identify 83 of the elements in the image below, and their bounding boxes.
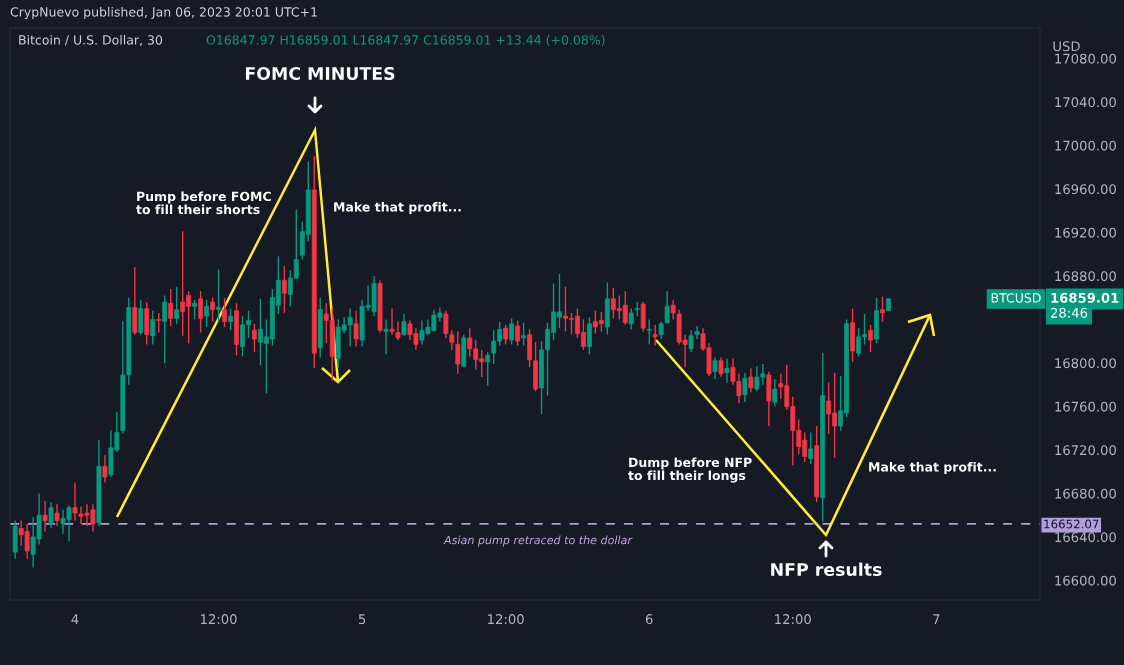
candlestick — [48, 501, 54, 529]
candlestick — [228, 307, 233, 332]
candlestick — [162, 294, 168, 364]
text: 16859.01 — [1051, 292, 1119, 303]
candlestick — [640, 301, 646, 333]
annotation: Asian pump retraced to the dollar — [443, 535, 633, 547]
candlestick — [102, 454, 108, 484]
candlestick — [401, 313, 407, 337]
y-tick-label: 16800.00 — [1055, 358, 1116, 369]
candlestick — [389, 307, 395, 336]
annotation: FOMC MINUTES — [245, 66, 395, 81]
y-tick-label: 16960.00 — [1055, 184, 1116, 195]
chart-subtitle: Bitcoin / U.S. Dollar, 30 — [19, 34, 163, 46]
candlestick — [694, 325, 700, 340]
y-tick-label: 16640.00 — [1055, 532, 1116, 543]
x-tick-label: 12:00 — [488, 614, 524, 625]
y-axis-title: USD — [1053, 41, 1080, 52]
candlestick — [521, 322, 527, 347]
text: 28:46 — [1050, 307, 1088, 318]
y-tick-label: 16880.00 — [1055, 271, 1116, 282]
candlestick — [646, 318, 652, 346]
ref-line-label: 16652.07 — [1044, 519, 1099, 529]
candlestick — [281, 265, 287, 314]
candlestick — [42, 500, 48, 533]
candlestick — [168, 288, 174, 327]
candlestick — [138, 299, 144, 336]
y-tick-label: 17080.00 — [1055, 53, 1116, 64]
candlestick — [748, 367, 754, 393]
x-tick-label: 5 — [358, 614, 366, 625]
candlestick — [652, 324, 658, 347]
y-tick-label: 16760.00 — [1055, 401, 1116, 412]
candlestick — [198, 290, 204, 334]
x-tick-label: 12:00 — [200, 614, 237, 625]
annotation: Make that profit... — [869, 461, 996, 475]
annotation: BTCUSD — [991, 293, 1041, 303]
candlestick — [455, 330, 461, 375]
candlestick — [174, 286, 180, 325]
candlestick — [808, 431, 814, 465]
candlestick — [449, 329, 455, 351]
x-tick-label: 4 — [71, 614, 79, 624]
candlestick — [210, 296, 216, 323]
candlestick — [509, 317, 515, 346]
candlestick — [718, 356, 724, 378]
candlestick — [216, 268, 221, 323]
candlestick — [712, 356, 718, 380]
y-tick-label: 16720.00 — [1055, 445, 1116, 456]
x-tick-label: 6 — [645, 614, 653, 625]
annotation: Make that profit... — [334, 201, 461, 215]
annotation: NFP results — [771, 562, 882, 577]
y-tick-label: 16680.00 — [1055, 488, 1116, 499]
candlestick — [395, 320, 401, 341]
chart-title: CrypNuevo published, Jan 06, 2023 20:01 UTC+1 — [10, 6, 317, 20]
candlestick — [150, 310, 156, 346]
candlestick — [586, 316, 592, 355]
annotation: Dump before NFP to fill their longs — [628, 457, 752, 483]
candlestick — [688, 329, 694, 353]
candlestick — [54, 503, 60, 527]
annotation: O16847.97 H16859.01 L16847.97 C16859.01 +13.44 (+0.08%) — [206, 34, 605, 47]
candlestick — [515, 319, 521, 347]
y-tick-label: 16920.00 — [1055, 227, 1116, 238]
candlestick — [383, 318, 389, 355]
candlestick — [742, 372, 748, 403]
candlestick — [868, 324, 873, 353]
y-tick-label: 17040.00 — [1055, 97, 1116, 108]
candlestick — [252, 323, 257, 353]
annotation: Pump before FOMC to fill their shorts — [136, 191, 271, 215]
candlestick — [222, 296, 227, 328]
candlestick — [443, 310, 449, 339]
candlestick — [353, 310, 359, 348]
y-tick-label: 16600.00 — [1055, 575, 1116, 586]
candlestick — [772, 378, 778, 408]
candlestick — [485, 351, 491, 387]
candlestick — [724, 357, 730, 384]
candlestick — [628, 307, 634, 330]
x-tick-label: 12:00 — [775, 614, 811, 625]
candlestick — [880, 295, 885, 323]
y-tick-label: 17000.00 — [1055, 140, 1116, 151]
candlestick — [664, 290, 670, 325]
candlestick — [156, 312, 162, 334]
candlestick — [204, 299, 210, 328]
candlestick — [192, 299, 198, 321]
candlestick — [503, 324, 509, 346]
x-tick-label: 7 — [933, 614, 940, 624]
